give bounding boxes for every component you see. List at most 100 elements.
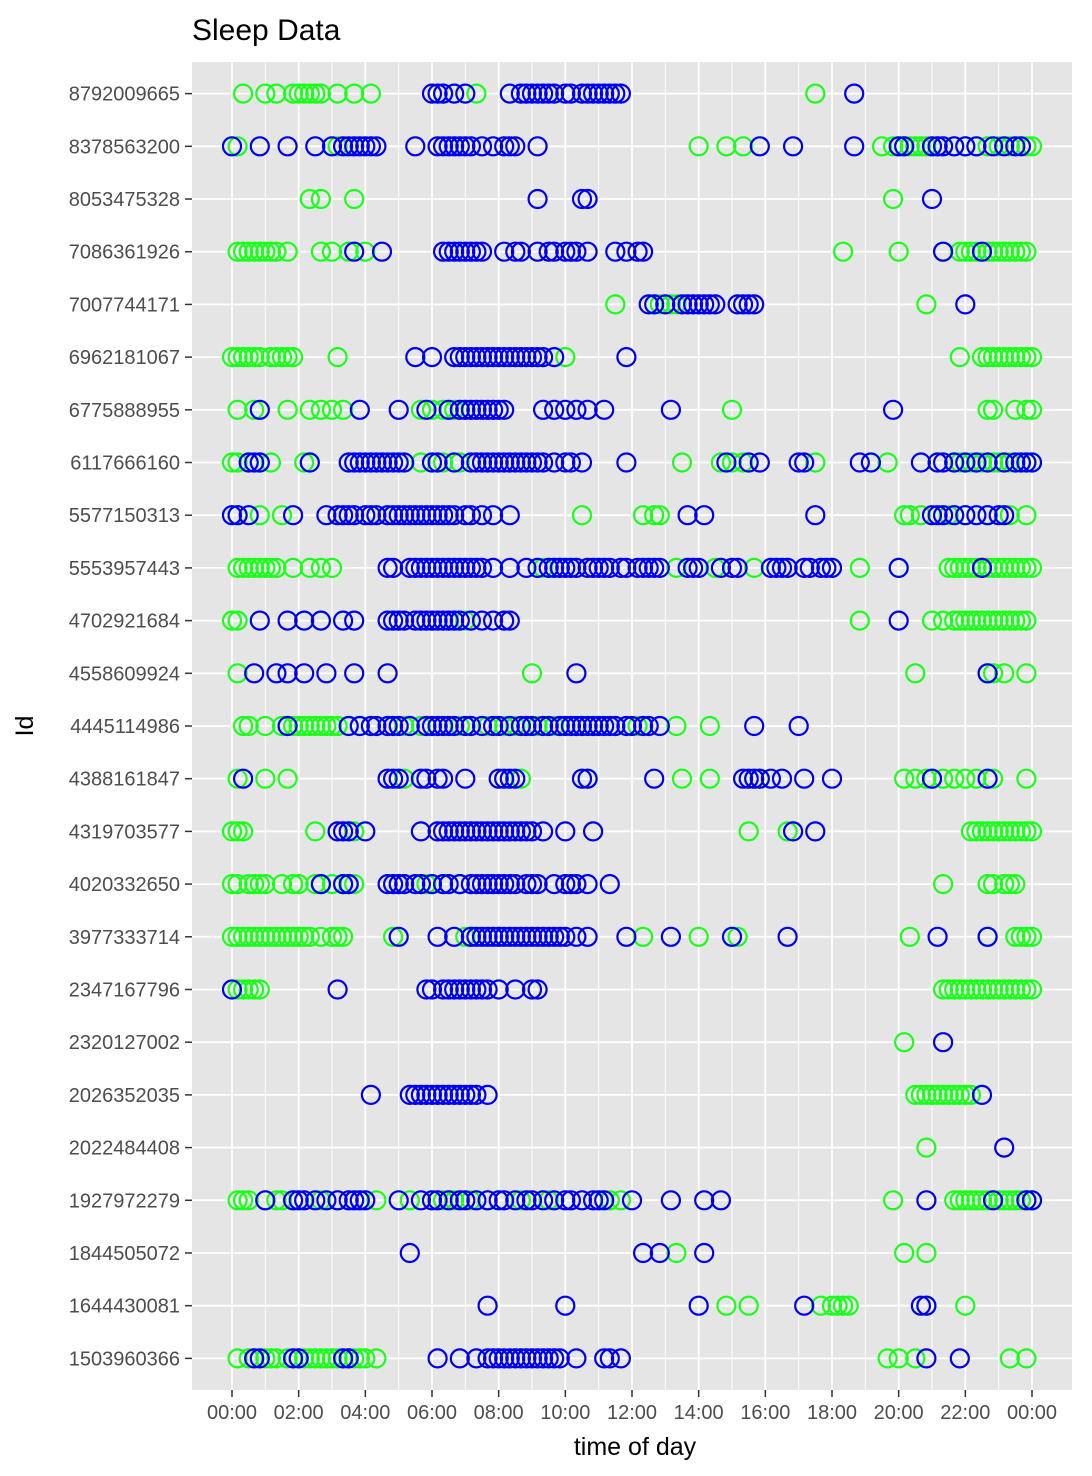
data-point — [305, 83, 326, 104]
data-point — [405, 136, 426, 157]
data-point — [444, 83, 465, 104]
data-point — [594, 1190, 615, 1211]
data-point — [977, 873, 998, 895]
data-point — [471, 136, 493, 157]
data-point — [977, 241, 998, 262]
data-point — [238, 505, 259, 526]
data-point — [477, 873, 498, 895]
data-point — [821, 557, 843, 579]
data-point — [310, 1348, 331, 1369]
data-point — [488, 821, 509, 842]
data-point — [433, 1190, 454, 1211]
data-point — [383, 557, 404, 579]
x-tick-label: 10:00 — [540, 1402, 590, 1424]
data-point — [560, 873, 582, 895]
data-point — [582, 557, 604, 579]
data-point — [610, 1190, 632, 1211]
data-point — [349, 136, 370, 157]
data-point — [344, 873, 365, 895]
data-point — [966, 241, 987, 262]
data-point — [555, 873, 576, 895]
data-point — [410, 610, 431, 631]
x-tick-label: 06:00 — [407, 1402, 457, 1424]
data-point — [577, 83, 598, 104]
data-point — [455, 1190, 476, 1211]
data-point — [655, 294, 676, 315]
data-point — [260, 557, 281, 579]
y-tick-label: 2347167796 — [69, 979, 180, 1001]
data-point — [538, 83, 559, 104]
data-point — [499, 715, 520, 737]
data-point — [666, 715, 687, 737]
data-point — [260, 1348, 281, 1369]
data-point — [521, 1348, 543, 1369]
data-point — [505, 347, 526, 368]
data-point — [988, 557, 1009, 579]
data-point — [744, 557, 765, 579]
data-point — [449, 610, 470, 631]
data-point — [477, 715, 498, 737]
data-point — [527, 557, 548, 579]
data-point — [899, 505, 920, 526]
data-point — [649, 294, 670, 315]
data-point — [416, 505, 437, 526]
data-point — [810, 557, 832, 579]
data-point — [510, 926, 532, 947]
data-point — [977, 979, 998, 1000]
data-point — [510, 768, 532, 789]
data-point — [905, 1084, 926, 1106]
data-point — [605, 83, 626, 104]
data-point — [460, 241, 481, 262]
data-point — [249, 399, 270, 420]
data-point — [333, 873, 354, 895]
data-point — [466, 452, 487, 473]
data-point — [399, 1242, 420, 1264]
data-point — [1005, 610, 1026, 631]
data-point — [960, 821, 982, 842]
data-point — [932, 452, 954, 473]
data-point — [921, 610, 943, 631]
data-point — [327, 1190, 348, 1211]
data-point — [449, 821, 470, 842]
data-point — [921, 505, 943, 526]
data-point — [249, 557, 270, 579]
data-point — [227, 821, 248, 842]
data-point — [449, 399, 470, 420]
data-point — [388, 505, 409, 526]
data-point — [483, 926, 504, 947]
data-point — [571, 1190, 593, 1211]
data-point — [377, 663, 398, 684]
data-point — [805, 505, 826, 526]
data-point — [938, 1084, 959, 1106]
data-point — [549, 557, 570, 579]
data-point — [521, 83, 543, 104]
data-point — [705, 557, 726, 579]
data-point — [255, 1348, 276, 1369]
data-point — [288, 83, 309, 104]
data-point — [410, 873, 431, 895]
data-point — [955, 452, 976, 473]
data-point — [982, 452, 1004, 473]
data-point — [433, 610, 454, 631]
data-point — [532, 347, 554, 368]
data-point — [416, 768, 437, 789]
data-point — [949, 241, 970, 262]
data-point — [483, 399, 504, 420]
data-point — [1016, 610, 1037, 631]
data-point — [577, 926, 598, 947]
data-point — [816, 557, 837, 579]
data-point — [521, 1190, 543, 1211]
data-point — [377, 505, 398, 526]
data-point — [338, 1190, 359, 1211]
data-point — [377, 768, 398, 789]
data-point — [571, 768, 593, 789]
data-point — [360, 136, 381, 157]
data-point — [283, 1190, 304, 1211]
data-point — [582, 715, 604, 737]
data-point — [438, 241, 459, 262]
data-point — [1016, 979, 1037, 1000]
data-point — [460, 399, 481, 420]
data-point — [660, 294, 682, 315]
data-point — [760, 768, 782, 789]
data-point — [860, 452, 882, 473]
